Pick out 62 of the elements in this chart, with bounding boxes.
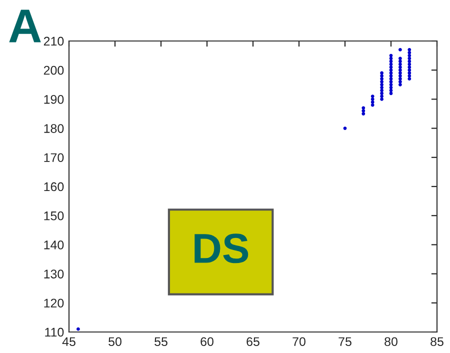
x-tick-label: 60	[200, 337, 214, 346]
point	[380, 98, 384, 101]
point	[408, 60, 412, 64]
point	[398, 68, 402, 72]
point	[76, 327, 80, 331]
point	[380, 92, 384, 96]
point	[389, 77, 393, 81]
point	[380, 94, 384, 98]
x-tick-label: 50	[108, 337, 122, 346]
y-tick-label: 210	[44, 36, 64, 46]
point	[389, 92, 393, 96]
y-tick-label: 200	[44, 66, 64, 75]
point	[398, 65, 402, 69]
text: A	[9, 10, 41, 42]
y-tick-label: 140	[44, 240, 64, 250]
point	[408, 65, 412, 69]
x-tick-label: 70	[292, 337, 306, 346]
point	[408, 50, 412, 54]
point	[408, 77, 412, 81]
y-tick-label: 190	[44, 95, 64, 104]
point	[380, 80, 384, 84]
point	[362, 109, 366, 113]
point	[380, 88, 384, 92]
y-tick-label: 180	[44, 124, 64, 133]
point	[370, 94, 374, 98]
x-tick-label: 65	[246, 337, 260, 346]
point	[389, 82, 393, 86]
point	[380, 82, 384, 86]
point	[380, 77, 384, 81]
point	[370, 98, 374, 101]
y-tick-label: 150	[44, 211, 64, 220]
point	[389, 60, 393, 64]
point	[408, 48, 412, 52]
point	[398, 60, 402, 64]
point	[398, 77, 402, 81]
point	[343, 126, 347, 130]
x-tick-label: 75	[338, 337, 352, 346]
point	[398, 80, 402, 84]
point	[380, 71, 384, 75]
x-tick-label: 80	[384, 337, 398, 346]
point	[380, 74, 384, 78]
point	[362, 106, 366, 110]
point	[408, 71, 412, 75]
annotation: DS	[194, 234, 248, 264]
y-tick-label: 170	[44, 153, 64, 162]
y-tick-label: 110	[45, 328, 64, 337]
point	[408, 56, 412, 60]
point	[398, 56, 402, 60]
x-tick-label: 85	[430, 337, 444, 346]
x-tick-label: 55	[154, 337, 168, 346]
y-tick-label: 160	[44, 182, 64, 192]
point	[398, 62, 402, 66]
point	[398, 71, 402, 75]
y-tick-label: 130	[44, 270, 64, 278]
point	[398, 82, 402, 86]
point	[398, 74, 402, 78]
y-tick-label: 120	[44, 298, 64, 308]
point	[380, 86, 384, 90]
x-tick-label: 45	[62, 337, 76, 346]
point	[398, 48, 402, 52]
point	[389, 62, 393, 66]
point	[408, 74, 412, 78]
